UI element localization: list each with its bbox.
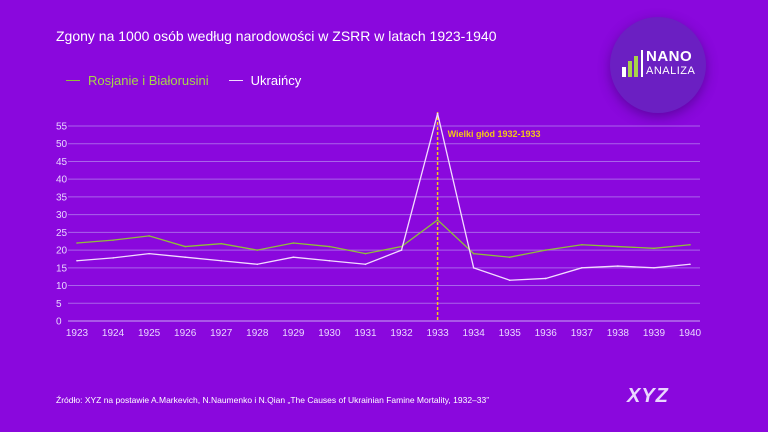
x-tick-label: 1937 [571, 328, 594, 339]
x-tick-label: 1932 [390, 328, 413, 339]
x-tick-label: 1929 [282, 328, 305, 339]
x-tick-label: 1928 [246, 328, 269, 339]
data-point [184, 245, 186, 248]
y-tick-label: 45 [56, 157, 68, 168]
data-point [364, 263, 367, 266]
data-point [436, 219, 439, 221]
legend-item-ukrainians: Ukraińcy [228, 73, 302, 88]
data-point [689, 243, 691, 246]
y-tick-label: 40 [56, 175, 68, 186]
data-point [472, 252, 475, 255]
logo-text-analiza: ANALIZA [646, 65, 696, 77]
y-tick-label: 10 [56, 281, 68, 292]
x-tick-label: 1936 [535, 328, 558, 339]
x-tick-label: 1940 [679, 328, 702, 339]
data-point [184, 256, 186, 258]
x-tick-label: 1935 [499, 328, 522, 339]
data-point [508, 256, 511, 258]
data-point [220, 259, 223, 262]
x-tick-label: 1938 [607, 328, 630, 339]
data-point [76, 242, 78, 244]
y-tick-label: 30 [56, 210, 68, 221]
legend-label: Ukraińcy [250, 73, 302, 88]
data-point [544, 277, 547, 280]
y-tick-label: 35 [56, 192, 68, 203]
x-tick-label: 1926 [174, 328, 197, 339]
data-point [653, 267, 655, 269]
data-point [436, 112, 439, 115]
x-tick-label: 1934 [463, 328, 486, 339]
y-tick-label: 5 [56, 299, 62, 310]
y-tick-label: 20 [56, 246, 68, 257]
data-point [220, 242, 223, 245]
series-line-ukrainians [76, 113, 691, 281]
data-point [148, 235, 150, 237]
data-point [328, 245, 331, 248]
legend-item-russians: Rosjanie i Białorusini [66, 73, 209, 88]
x-tick-label: 1930 [318, 328, 341, 339]
data-point [256, 263, 259, 266]
x-tick-label: 1933 [426, 328, 449, 339]
chart-title: Zgony na 1000 osób według narodowości w … [56, 28, 497, 44]
data-point [76, 259, 78, 262]
y-tick-label: 55 [56, 122, 68, 133]
data-point [617, 265, 619, 267]
data-point [544, 249, 547, 251]
data-point [256, 249, 259, 251]
data-point [689, 263, 691, 266]
data-point [617, 245, 619, 248]
data-point [472, 267, 475, 269]
data-point [292, 256, 295, 258]
y-tick-label: 25 [56, 228, 68, 239]
series-line-russians [76, 219, 691, 258]
data-point [112, 239, 114, 241]
y-tick-label: 0 [56, 317, 62, 328]
x-tick-label: 1925 [138, 328, 161, 339]
source-note: Źródło: XYZ na postawie A.Markevich, N.N… [56, 395, 490, 405]
data-point [328, 259, 331, 262]
annotation-label: Wielki głód 1932-1933 [448, 129, 541, 139]
x-tick-label: 1924 [102, 328, 125, 339]
legend: Rosjanie i Białorusini Ukraińcy [66, 73, 301, 88]
legend-swatch [228, 79, 243, 82]
x-tick-label: 1927 [210, 328, 233, 339]
data-point [653, 247, 655, 250]
x-tick-label: 1923 [66, 328, 89, 339]
x-tick-label: 1939 [643, 328, 666, 339]
logo-text-nano: NANO [646, 48, 693, 65]
data-point [148, 252, 150, 255]
y-tick-label: 50 [56, 139, 68, 150]
y-tick-label: 15 [56, 263, 68, 274]
legend-swatch [66, 79, 80, 82]
data-point [400, 249, 403, 251]
data-point [292, 242, 295, 244]
bar-chart-icon [622, 56, 638, 77]
xyz-logo: XYZ [627, 385, 669, 407]
x-tick-label: 1931 [354, 328, 377, 339]
nanoanaliza-logo: NANO ANALIZA [610, 17, 706, 113]
data-point [112, 257, 114, 259]
legend-label: Rosjanie i Białorusini [88, 73, 209, 88]
data-point [581, 267, 583, 269]
data-point [508, 279, 511, 282]
data-point [581, 243, 583, 246]
data-point [364, 252, 367, 255]
